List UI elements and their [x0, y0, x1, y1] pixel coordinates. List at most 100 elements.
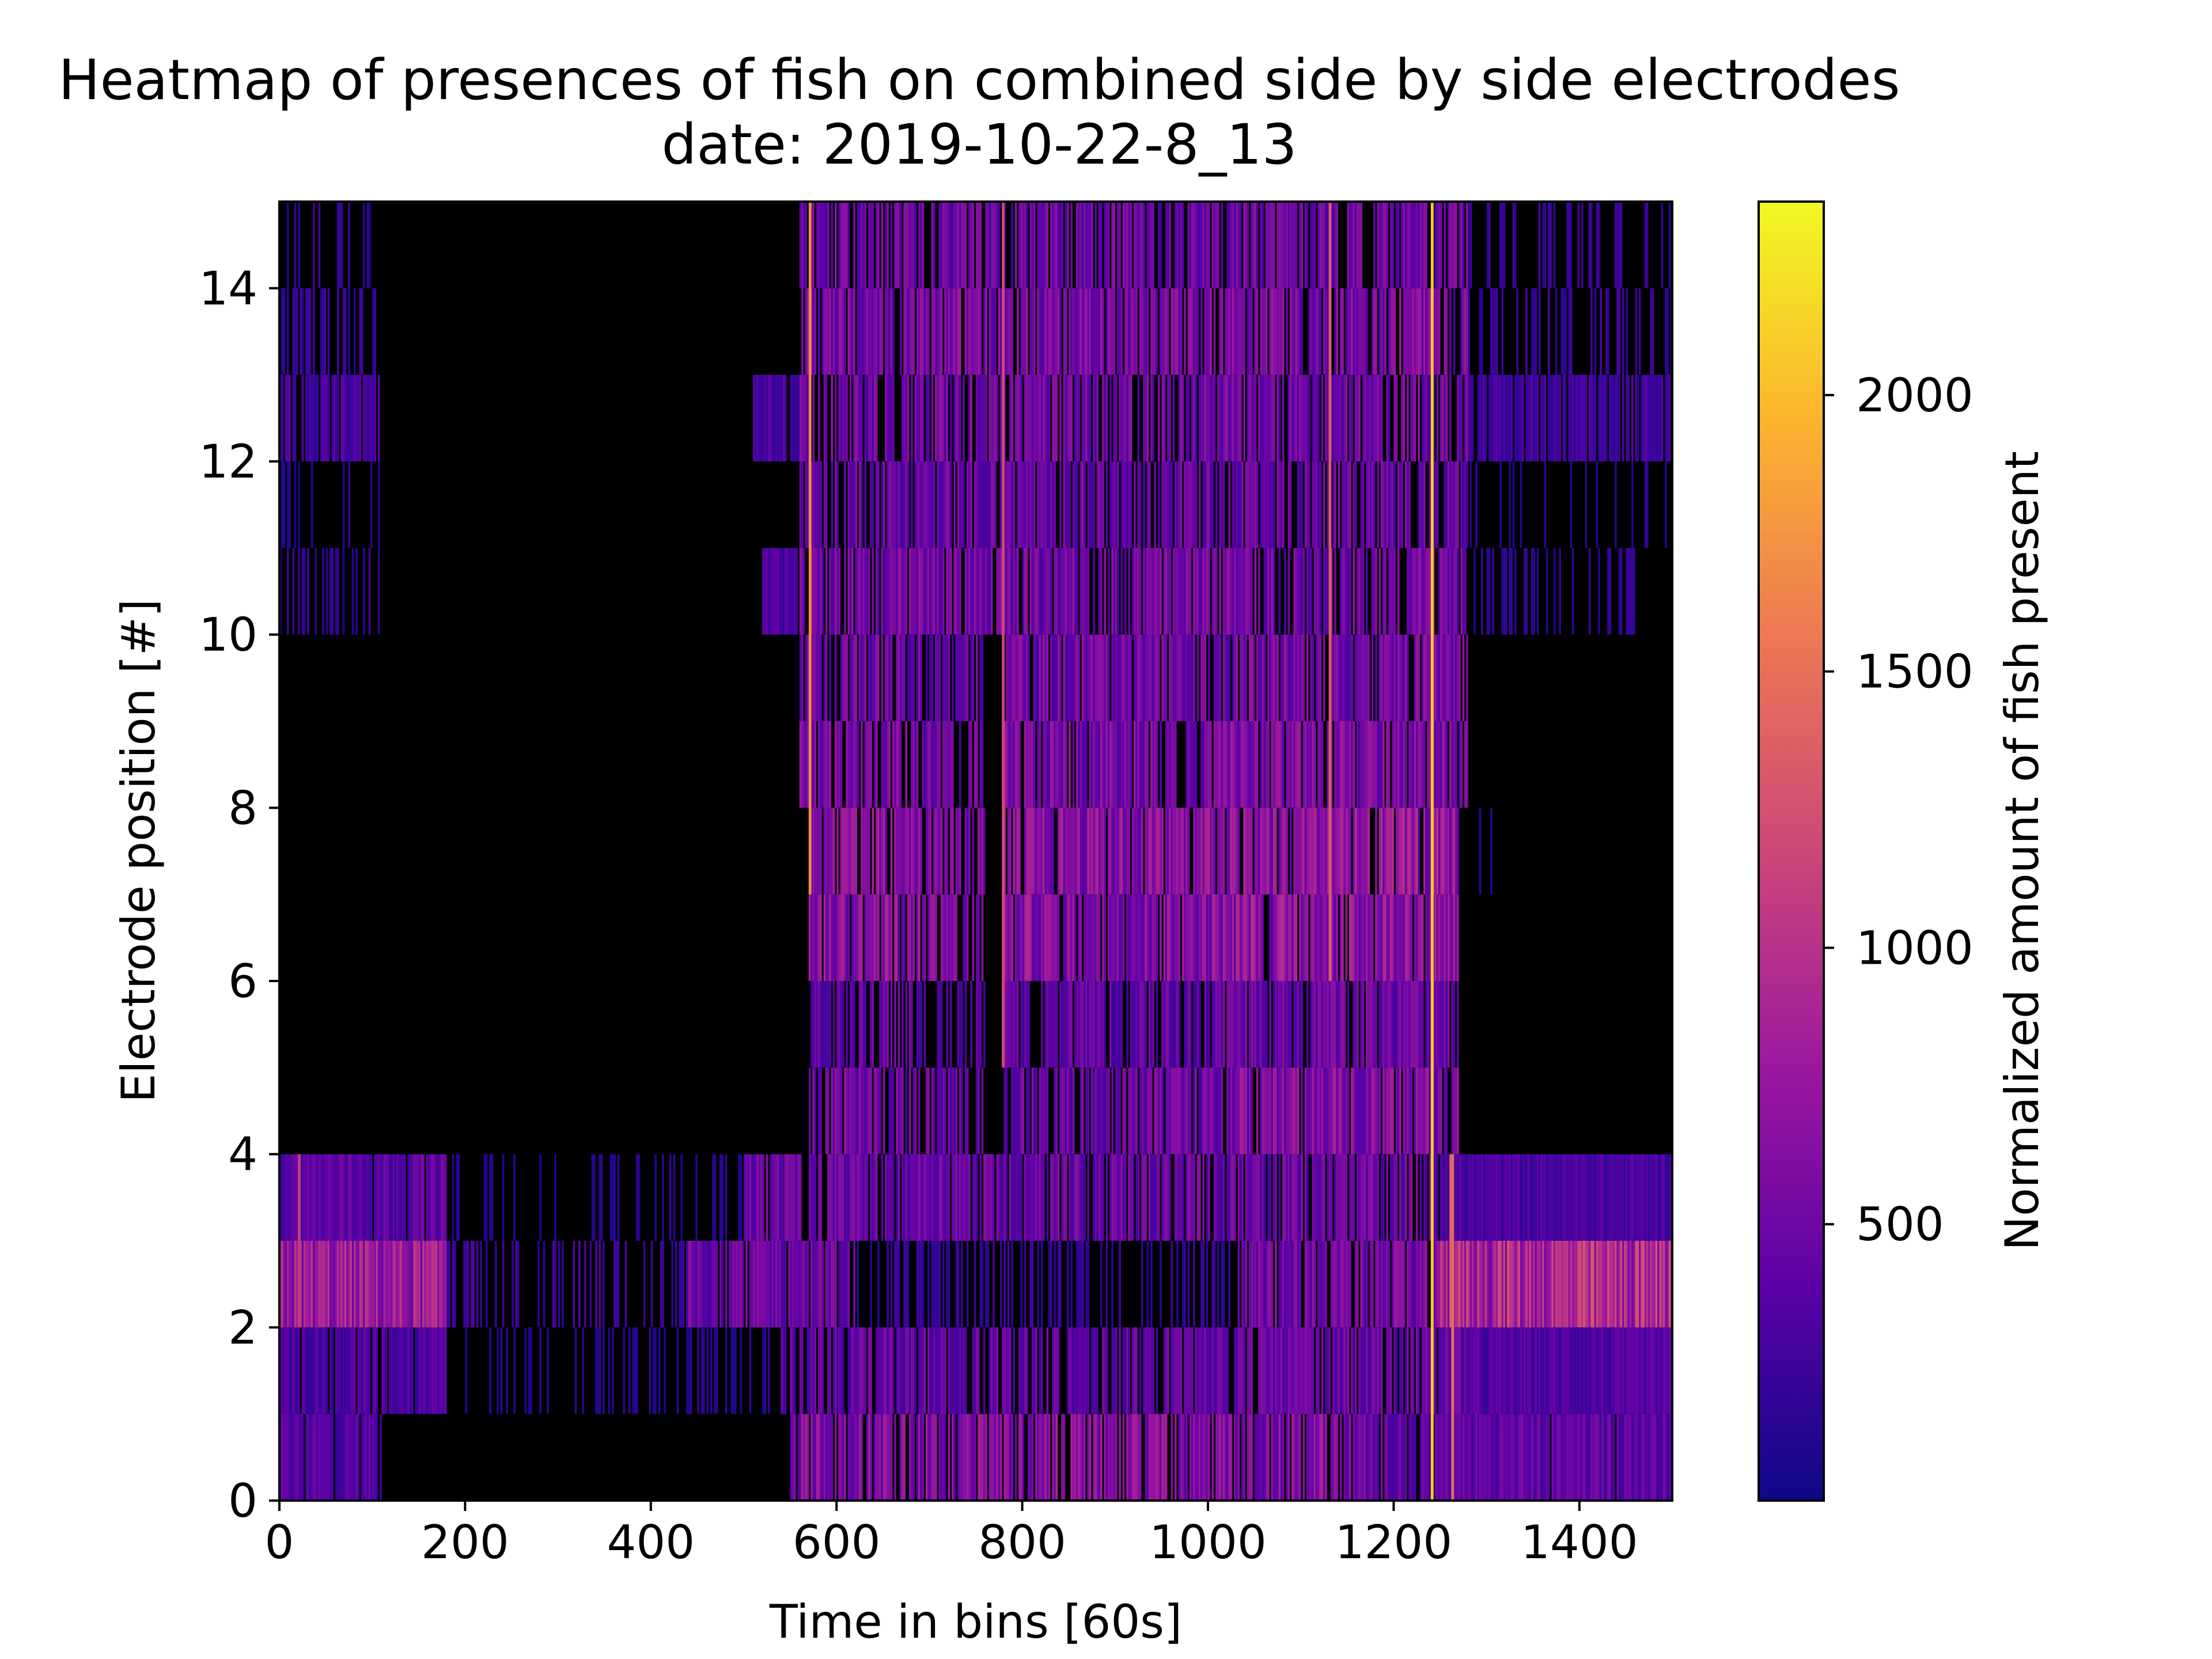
heatmap-cell	[1507, 1327, 1509, 1414]
heatmap-cell	[1520, 1414, 1522, 1501]
heatmap-cell	[937, 1241, 939, 1328]
heatmap-cell	[1662, 1241, 1665, 1328]
heatmap-cell	[1529, 374, 1532, 461]
heatmap-cell	[1241, 634, 1244, 721]
heatmap-cell	[831, 1414, 834, 1501]
heatmap-cell	[1130, 1154, 1132, 1241]
heatmap-cell	[817, 1414, 820, 1501]
heatmap-cell	[1325, 374, 1327, 461]
heatmap-cell	[721, 1154, 724, 1241]
heatmap-cell	[1200, 634, 1203, 721]
heatmap-cell	[1627, 1154, 1630, 1241]
heatmap-cell	[296, 1241, 298, 1328]
heatmap-cell	[1134, 808, 1136, 895]
heatmap-cell	[1360, 548, 1362, 635]
heatmap-cell	[1427, 634, 1430, 721]
heatmap-cell	[313, 1241, 315, 1328]
heatmap-cell	[1074, 1154, 1077, 1241]
heatmap-cell	[1360, 981, 1362, 1068]
heatmap-cell	[1069, 461, 1071, 548]
heatmap-cell	[1239, 894, 1242, 981]
heatmap-cell	[353, 1241, 356, 1328]
heatmap-cell	[359, 1154, 362, 1241]
heatmap-cell	[1020, 1327, 1022, 1414]
heatmap-cell	[896, 721, 898, 808]
heatmap-cell	[1544, 1241, 1547, 1328]
heatmap-cell	[851, 1414, 854, 1501]
heatmap-cell	[1048, 894, 1051, 981]
heatmap-cell	[959, 461, 961, 548]
heatmap-cell	[1518, 1241, 1521, 1328]
heatmap-cell	[1251, 721, 1253, 808]
heatmap-cell	[1033, 288, 1036, 375]
heatmap-cell	[832, 1241, 835, 1328]
heatmap-cell	[1330, 1414, 1333, 1501]
heatmap-cell	[669, 1154, 672, 1241]
heatmap-cell	[1325, 981, 1327, 1068]
heatmap-cell	[1126, 634, 1128, 721]
heatmap-cell	[368, 548, 371, 635]
heatmap-cell	[1475, 1241, 1478, 1328]
heatmap-cell	[1254, 1241, 1257, 1328]
heatmap-cell	[1141, 288, 1143, 375]
heatmap-cell	[885, 808, 887, 895]
heatmap-cell	[1115, 721, 1118, 808]
heatmap-cell	[955, 288, 958, 375]
heatmap-cell	[1609, 548, 1611, 635]
heatmap-cell	[857, 1327, 859, 1414]
heatmap-cell	[1581, 1154, 1584, 1241]
heatmap-cell	[1356, 721, 1359, 808]
heatmap-cell	[1139, 548, 1142, 635]
heatmap-cell	[1414, 721, 1416, 808]
heatmap-cell	[1120, 634, 1123, 721]
heatmap-cell	[1260, 894, 1262, 981]
heatmap-cell	[1265, 374, 1268, 461]
heatmap-cell	[823, 461, 826, 548]
heatmap-cell	[1451, 1067, 1453, 1154]
heatmap-cell	[842, 1414, 844, 1501]
heatmap-cell	[1570, 461, 1573, 548]
heatmap-cell	[1020, 634, 1022, 721]
heatmap-cell	[688, 1327, 690, 1414]
heatmap-cell	[753, 1154, 755, 1241]
heatmap-cell	[1176, 548, 1179, 635]
heatmap-cell	[355, 1241, 358, 1328]
heatmap-cell	[1286, 981, 1289, 1068]
heatmap-cell	[1490, 1241, 1493, 1328]
heatmap-cell	[1349, 374, 1351, 461]
heatmap-cell	[1317, 1414, 1320, 1501]
heatmap-cell	[322, 1327, 324, 1414]
heatmap-cell	[1447, 461, 1450, 548]
heatmap-cell	[1286, 894, 1289, 981]
heatmap-cell	[817, 1327, 820, 1414]
heatmap-cell	[853, 288, 855, 375]
heatmap-cell	[1393, 721, 1396, 808]
heatmap-cell	[1065, 548, 1067, 635]
heatmap-cell	[1302, 634, 1305, 721]
heatmap-cell	[679, 1241, 681, 1328]
heatmap-cell	[1222, 981, 1225, 1068]
heatmap-cell	[1018, 1414, 1021, 1501]
heatmap-cell	[1083, 808, 1086, 895]
heatmap-cell	[1325, 1241, 1327, 1328]
heatmap-cell	[1440, 808, 1442, 895]
heatmap-cell	[418, 1154, 421, 1241]
heatmap-cell	[1327, 461, 1329, 548]
heatmap-cell	[1298, 808, 1301, 895]
heatmap-cell	[1178, 374, 1181, 461]
heatmap-cell	[1115, 808, 1118, 895]
heatmap-cell	[335, 1327, 338, 1414]
heatmap-cell	[1161, 808, 1164, 895]
heatmap-cell	[712, 1241, 714, 1328]
heatmap-cell	[1588, 1414, 1591, 1501]
heatmap-cell	[937, 1327, 939, 1414]
heatmap-cell	[873, 894, 876, 981]
heatmap-cell	[1325, 1067, 1327, 1154]
heatmap-cell	[310, 1327, 313, 1414]
heatmap-cell	[1366, 1067, 1368, 1154]
heatmap-cell	[1334, 1067, 1336, 1154]
heatmap-cell	[1089, 808, 1092, 895]
heatmap-cell	[1444, 548, 1446, 635]
heatmap-cell	[1236, 1327, 1238, 1414]
heatmap-cell	[1598, 548, 1600, 635]
